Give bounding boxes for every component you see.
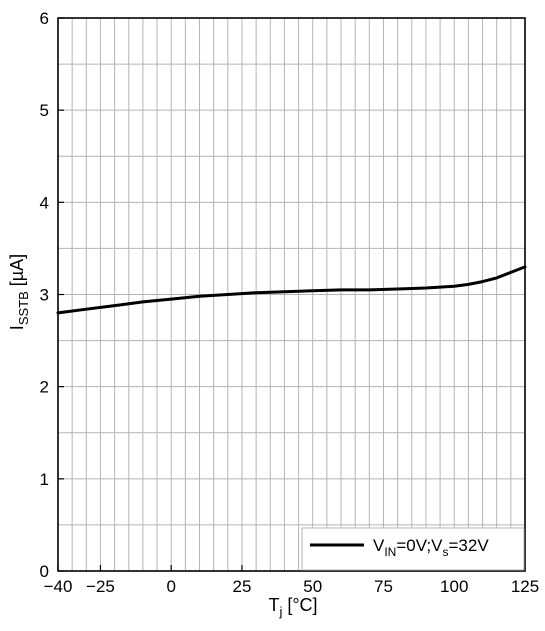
y-axis: 0 1 2 3 4 5 6 (40, 9, 64, 581)
y-tick-label: 6 (40, 9, 49, 28)
legend-label-vin0v-vs32v: VIN=0V;Vs=32V (373, 536, 489, 559)
x-tick-label: 75 (374, 577, 393, 596)
x-tick-label: 25 (233, 577, 252, 596)
legend-box (301, 527, 525, 571)
x-tick-label: 0 (166, 577, 175, 596)
x-tick-label: 100 (440, 577, 468, 596)
grid (58, 18, 525, 571)
y-tick-label: 1 (40, 470, 49, 489)
x-tick-label: 125 (511, 577, 539, 596)
series-line-vin0v-vs32v (56, 265, 527, 315)
y-tick-label: 0 (40, 562, 49, 581)
y-tick-label: 2 (40, 378, 49, 397)
x-tick-label: 50 (303, 577, 322, 596)
x-axis: −40 −25 0 25 50 75 100 125 (44, 565, 539, 596)
y-tick-label: 3 (40, 286, 49, 305)
x-tick-label: −40 (44, 577, 73, 596)
x-tick-label: −25 (86, 577, 115, 596)
y-tick-label: 4 (40, 193, 49, 212)
x-axis-title: Tj [°C] (268, 595, 317, 619)
y-tick-label: 5 (40, 101, 49, 120)
legend: VIN=0V;Vs=32V (301, 527, 525, 571)
y-axis-title: ISSTB [µA] (7, 254, 31, 330)
